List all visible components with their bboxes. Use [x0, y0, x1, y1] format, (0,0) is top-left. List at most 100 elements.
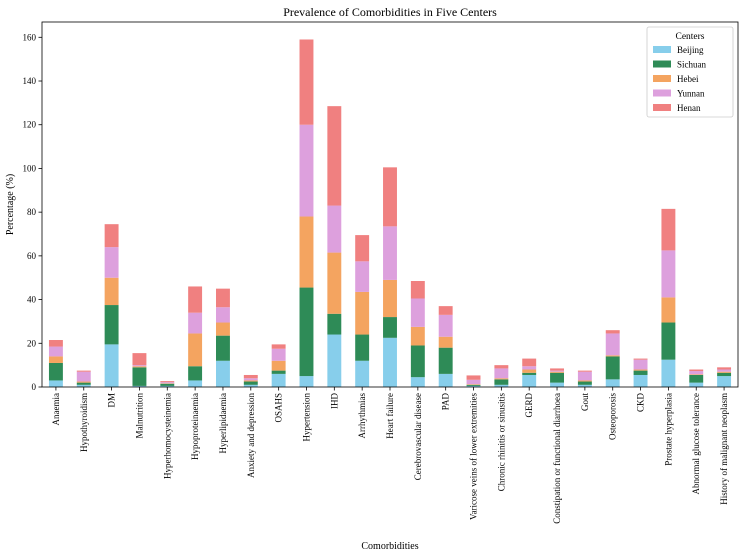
y-tick-label-0: 0 [32, 382, 37, 392]
bar-beijing-24 [717, 376, 732, 387]
x-tick-label-12: Heart failure [385, 393, 395, 439]
bar-hebei-21 [633, 369, 648, 371]
bar-sichuan-5 [188, 366, 203, 381]
legend-swatch-yunnan [653, 89, 671, 97]
bar-henan-15 [466, 375, 481, 380]
bar-beijing-16 [494, 384, 509, 387]
legend-swatch-sichuan [653, 60, 671, 68]
bar-beijing-0 [48, 380, 63, 387]
bar-yunnan-23 [689, 371, 704, 375]
x-tick-label-21: CKD [636, 393, 646, 413]
bar-beijing-12 [383, 337, 397, 387]
bar-yunnan-10 [327, 205, 342, 253]
y-tick-label-1: 20 [27, 338, 37, 348]
bar-hebei-24 [717, 371, 732, 373]
bar-beijing-2 [104, 344, 119, 387]
bar-henan-13 [410, 281, 425, 299]
legend-label-beijing: Beijing [677, 45, 704, 55]
bar-yunnan-21 [633, 359, 648, 370]
bar-hebei-23 [689, 374, 704, 375]
bar-henan-17 [522, 358, 537, 367]
bar-hebei-6 [216, 322, 230, 336]
bar-hebei-3 [132, 366, 147, 368]
y-tick-label-3: 60 [27, 251, 37, 261]
bar-beijing-1 [76, 384, 91, 387]
bar-henan-3 [132, 353, 147, 366]
bar-sichuan-23 [689, 374, 704, 383]
bar-hebei-15 [466, 384, 481, 385]
x-tick-label-14: PAD [441, 393, 451, 411]
x-tick-label-9: Hypertension [301, 393, 311, 442]
bar-yunnan-9 [299, 124, 314, 217]
bar-sichuan-21 [633, 370, 648, 375]
chart-title: Prevalence of Comorbidities in Five Cent… [283, 5, 497, 19]
bar-hebei-10 [327, 252, 342, 314]
bar-yunnan-22 [661, 250, 676, 298]
x-tick-label-17: GERD [524, 393, 534, 418]
bar-sichuan-22 [661, 322, 676, 360]
bar-yunnan-0 [48, 346, 63, 357]
x-tick-label-13: Cerebrovascular disease [413, 393, 423, 480]
x-tick-label-19: Gout [580, 393, 590, 411]
bar-hebei-2 [104, 277, 119, 306]
x-tick-label-20: Osteoporosis [608, 393, 618, 440]
bar-beijing-15 [466, 385, 481, 387]
bar-beijing-3 [132, 385, 147, 387]
bar-yunnan-16 [494, 368, 509, 379]
bar-hebei-17 [522, 369, 537, 373]
x-tick-label-1: Hypothyroidism [79, 393, 89, 452]
bar-henan-24 [717, 367, 732, 370]
bar-yunnan-7 [243, 378, 258, 381]
bar-hebei-5 [188, 333, 203, 367]
bar-sichuan-7 [243, 381, 258, 385]
bar-yunnan-18 [550, 370, 564, 372]
bar-yunnan-12 [383, 226, 397, 280]
bar-hebei-7 [243, 380, 258, 382]
bar-henan-16 [494, 365, 509, 369]
bar-sichuan-10 [327, 313, 342, 335]
bar-beijing-22 [661, 359, 676, 387]
bar-sichuan-12 [383, 317, 397, 338]
x-tick-label-2: DM [107, 393, 117, 408]
y-tick-label-7: 140 [23, 76, 37, 86]
bar-henan-9 [299, 39, 314, 125]
bar-henan-21 [633, 358, 648, 360]
x-tick-label-15: Varicose veins of lower extremities [469, 393, 479, 520]
bar-yunnan-8 [271, 348, 286, 361]
bar-henan-0 [48, 340, 63, 347]
bar-sichuan-24 [717, 372, 732, 377]
x-tick-label-23: Abnormal glucose tolerance [691, 393, 701, 494]
bar-hebei-8 [271, 360, 286, 371]
legend-title: Centers [675, 32, 704, 42]
bar-beijing-8 [271, 373, 286, 387]
x-tick-label-18: Constipation or functional diarrhoea [552, 393, 562, 524]
bar-sichuan-9 [299, 287, 314, 377]
x-tick-label-7: Anxiety and depression [246, 393, 256, 478]
bar-henan-19 [577, 370, 592, 372]
plot-frame [41, 21, 739, 388]
legend-label-yunnan: Yunnan [677, 89, 705, 99]
bar-hebei-14 [438, 336, 453, 348]
bar-sichuan-2 [104, 305, 119, 345]
y-tick-label-5: 100 [23, 163, 37, 173]
bar-beijing-6 [216, 360, 230, 387]
bar-beijing-11 [355, 360, 370, 387]
bar-sichuan-4 [160, 383, 175, 386]
x-tick-label-11: Arrhythmias [357, 393, 367, 439]
bar-henan-11 [355, 235, 370, 262]
y-axis-title: Percentage (%) [5, 174, 16, 235]
bar-beijing-18 [550, 382, 564, 387]
x-tick-label-6: Hyperlipidaemia [218, 393, 228, 453]
bar-sichuan-13 [410, 345, 425, 378]
bar-sichuan-11 [355, 334, 370, 361]
bar-henan-18 [550, 368, 564, 371]
bar-hebei-22 [661, 297, 676, 323]
bar-hebei-0 [48, 356, 63, 363]
bar-beijing-21 [633, 374, 648, 387]
bar-hebei-1 [76, 381, 91, 383]
bar-yunnan-14 [438, 314, 453, 337]
bar-henan-7 [243, 374, 258, 379]
bar-beijing-9 [299, 376, 314, 387]
bar-yunnan-6 [216, 307, 230, 323]
